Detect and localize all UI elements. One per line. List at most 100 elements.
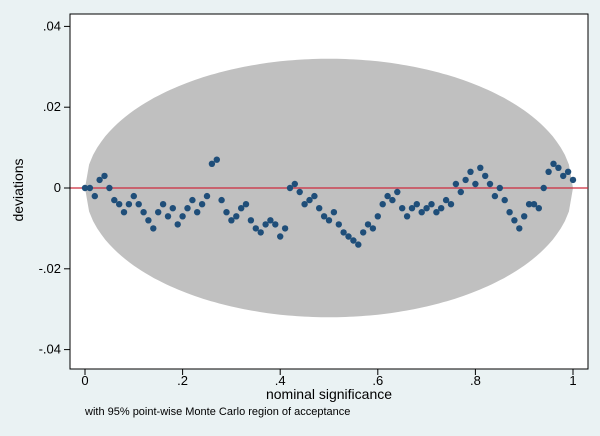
y-axis-title: deviations (10, 158, 26, 221)
data-point (286, 184, 294, 192)
x-axis-title: nominal significance (266, 386, 392, 402)
data-point (516, 225, 523, 232)
data-point (399, 205, 406, 212)
data-point (281, 225, 289, 232)
data-point (174, 221, 181, 228)
x-tick-label: 0 (81, 373, 88, 388)
data-point (418, 209, 425, 216)
data-point (467, 168, 474, 175)
data-point (159, 201, 167, 208)
data-point (272, 221, 279, 228)
data-point (277, 233, 284, 240)
x-tick-label: 1 (569, 373, 576, 388)
data-point (291, 180, 298, 188)
data-point (120, 209, 128, 216)
data-point (257, 229, 264, 236)
data-point (413, 201, 420, 208)
data-point (233, 213, 240, 220)
data-point (423, 205, 430, 212)
data-point (394, 188, 401, 196)
x-axis-ticks: 0 .2 .4 .6 .8 1 (81, 369, 577, 388)
data-point (462, 176, 469, 184)
x-tick-label: .8 (470, 373, 481, 388)
data-point (296, 188, 303, 196)
data-point (438, 205, 445, 212)
data-point (238, 205, 245, 212)
data-point (247, 217, 255, 224)
data-point (560, 172, 567, 180)
data-point (311, 192, 318, 200)
data-point (482, 172, 489, 180)
data-point (208, 160, 216, 167)
data-point (374, 213, 381, 220)
data-markers (81, 156, 577, 248)
data-point (135, 201, 142, 208)
data-point (569, 176, 577, 184)
data-point (91, 192, 99, 200)
data-point (350, 237, 357, 244)
y-tick-label: 0 (54, 180, 61, 195)
data-point (545, 168, 552, 175)
data-point (477, 164, 484, 171)
data-point (145, 217, 152, 224)
data-point (252, 225, 259, 232)
data-point (360, 229, 367, 236)
y-tick-label: -.04 (39, 342, 61, 357)
data-point (491, 192, 499, 200)
data-point (130, 192, 137, 200)
data-point (447, 201, 455, 208)
data-point (223, 209, 230, 216)
data-point (555, 164, 562, 171)
data-point (218, 196, 225, 204)
data-point (86, 184, 94, 192)
data-point (369, 225, 377, 232)
data-point (184, 205, 191, 212)
data-point (96, 176, 103, 184)
data-point (179, 213, 186, 220)
data-point (330, 209, 338, 216)
data-point (345, 233, 352, 240)
data-point (355, 241, 362, 248)
data-point (506, 209, 513, 216)
data-point (213, 156, 220, 163)
data-point (155, 209, 162, 216)
data-point (111, 196, 118, 204)
data-point (301, 201, 308, 208)
data-point (457, 188, 464, 196)
data-point (189, 196, 196, 204)
data-point (540, 184, 547, 192)
data-point (335, 221, 342, 228)
data-point (228, 217, 235, 224)
data-point (521, 213, 528, 220)
data-point (525, 201, 533, 208)
data-point (384, 192, 391, 200)
x-tick-label: .4 (275, 373, 286, 388)
data-point (194, 209, 201, 216)
data-point (364, 221, 372, 228)
data-point (125, 201, 133, 208)
data-point (106, 184, 113, 192)
data-point (101, 172, 108, 180)
data-point (267, 217, 274, 224)
data-point (433, 209, 440, 216)
data-point (379, 201, 386, 208)
data-point (511, 217, 518, 224)
data-point (442, 196, 450, 204)
data-point (140, 209, 147, 216)
data-point (81, 184, 89, 192)
data-point (535, 205, 542, 212)
data-point (564, 168, 572, 175)
data-point (320, 213, 328, 220)
data-point (486, 180, 494, 188)
data-point (306, 196, 313, 204)
data-point (496, 184, 503, 192)
y-tick-label: .02 (43, 99, 61, 114)
x-tick-label: .6 (372, 373, 383, 388)
data-point (316, 205, 323, 212)
data-point (452, 180, 460, 188)
data-point (403, 213, 411, 220)
y-axis-ticks: -.04 -.02 0 .02 .04 (39, 18, 70, 357)
data-point (501, 196, 508, 204)
